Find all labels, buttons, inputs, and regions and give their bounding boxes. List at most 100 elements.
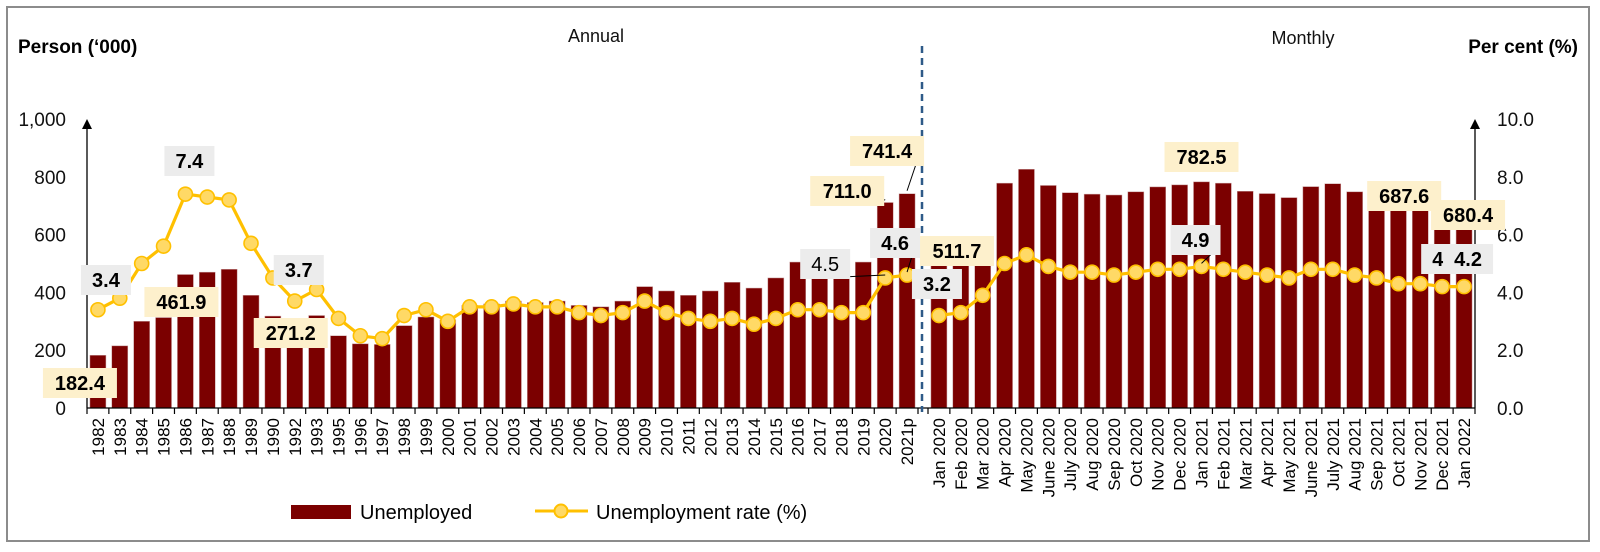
left-axis-tick-label: 600 (34, 226, 66, 247)
left-axis-arrow-icon (82, 119, 92, 129)
right-axis-arrow-icon (1470, 119, 1480, 129)
left-axis-title: Person (‘000) (18, 37, 137, 58)
x-tick-label: 1997 (373, 418, 392, 456)
bar-unemployed-dec-2020 (1171, 184, 1188, 409)
x-tick-label: Sep 2021 (1368, 418, 1387, 491)
x-tick-label: 1996 (351, 418, 370, 456)
callout-box (1164, 142, 1239, 172)
left-axis-tick-label: 200 (34, 341, 66, 362)
rate-point-feb-2021 (1215, 261, 1232, 278)
x-tick-label: 2014 (745, 418, 764, 456)
bar-unemployed-1999 (417, 316, 435, 409)
x-tick-label: Oct 2020 (1127, 418, 1146, 487)
x-tick-label: 1990 (264, 418, 283, 456)
x-tick-label: Aug 2020 (1083, 418, 1102, 491)
rate-point-jan-2020 (931, 307, 947, 324)
rate-point-1999 (418, 301, 434, 318)
callout-box (80, 265, 131, 295)
x-tick-label: 2010 (658, 418, 677, 456)
rate-point-2000 (440, 313, 456, 330)
callout-label: 7.4 (176, 151, 205, 173)
rate-point-2005 (549, 299, 565, 315)
callout-unemployed-1982: 182.4 (42, 368, 117, 398)
rate-point-2008 (614, 304, 631, 321)
rate-point-2013 (724, 310, 740, 327)
bar-unemployed-1984 (133, 321, 150, 409)
callout-unemployed-2021p: 741.4 (850, 136, 925, 191)
bar-unemployed-2014 (745, 287, 763, 409)
x-tick-label: May 2020 (1017, 418, 1036, 493)
callout-label: 711.0 (823, 181, 872, 203)
bar-unemployed-2005 (548, 300, 566, 409)
callout-box (144, 287, 219, 317)
rate-point-2015 (768, 310, 784, 327)
bar-unemployed-june-2021 (1302, 186, 1320, 409)
x-tick-label: May 2021 (1280, 418, 1299, 493)
x-tick-label: 2002 (483, 418, 502, 456)
left-axis-tick-label: 1,000 (18, 110, 66, 131)
callout-label: 461.9 (156, 292, 206, 314)
bar-unemployed-1995 (330, 335, 347, 409)
rate-point-oct-2021 (1390, 275, 1407, 292)
x-tick-label: 1992 (286, 418, 305, 456)
callout-rate-jan-2022: 4.2 (1443, 244, 1494, 274)
rate-line-annual (97, 192, 908, 341)
x-tick-label: 1986 (176, 418, 195, 456)
callout-unemployed-2020: 711.0 (810, 176, 886, 206)
bar-unemployed-sep-2020 (1105, 194, 1123, 409)
x-tick-label: 2003 (504, 418, 523, 456)
bar-unemployed-2015 (767, 277, 785, 409)
bar-unemployed-oct-2021 (1390, 204, 1407, 409)
x-tick-label: 2005 (548, 418, 567, 456)
rate-point-jan-2021 (1193, 258, 1210, 275)
rate-point-2006 (571, 304, 587, 321)
rate-point-2019 (855, 304, 872, 321)
callout-label: 741.4 (862, 141, 913, 163)
x-tick-label: 2018 (832, 418, 851, 456)
bar-unemployed-1988 (220, 269, 238, 409)
x-tick-label: 1998 (395, 418, 414, 456)
x-tick-label: 2004 (526, 418, 545, 456)
annual-section-title: Annual (568, 26, 624, 46)
bar-unemployed-1997 (373, 344, 391, 409)
x-tick-label: 2020 (876, 418, 895, 456)
bar-unemployed-jan-2021 (1193, 181, 1210, 409)
rate-point-2016 (789, 301, 806, 318)
callout-label: 182.4 (55, 373, 106, 395)
rate-point-2014 (746, 316, 762, 332)
legend-dot-swatch (553, 503, 569, 519)
bar-unemployed-dec-2021 (1433, 209, 1451, 409)
rate-point-may-2020 (1018, 247, 1035, 263)
bar-unemployed-july-2021 (1324, 183, 1342, 409)
x-tick-label: 2013 (723, 418, 742, 456)
x-tick-label: 1987 (198, 418, 217, 456)
rate-point-1982 (90, 301, 106, 318)
bar-unemployed-jan-2022 (1455, 211, 1473, 409)
callout-label: 4.5 (811, 254, 839, 276)
callout-rate-1982: 3.4 (80, 265, 131, 295)
x-tick-label: Oct 2021 (1389, 418, 1408, 487)
left-axis-tick-label: 800 (34, 168, 66, 189)
callout-box (1170, 225, 1221, 255)
bar-unemployed-apr-2020 (996, 182, 1013, 409)
x-tick-label: Mar 2020 (974, 418, 993, 490)
callout-box (810, 176, 885, 206)
x-tick-label: 2000 (439, 418, 458, 456)
x-tick-label: 1985 (155, 418, 174, 456)
bar-unemployed-1996 (352, 343, 369, 409)
rate-point-may-2021 (1281, 270, 1297, 286)
rate-point-2009 (636, 293, 653, 309)
rate-point-2004 (527, 299, 544, 315)
callout-label: 782.5 (1176, 147, 1226, 169)
x-tick-label: Jan 2022 (1455, 418, 1474, 488)
bar-unemployed-may-2020 (1018, 169, 1035, 409)
callout-box (919, 236, 994, 266)
x-tick-label: Aug 2021 (1346, 418, 1365, 491)
x-tick-label: 1995 (329, 418, 348, 456)
legend-label-rate: Unemployment rate (%) (596, 502, 807, 524)
legend-label-unemployed: Unemployed (360, 502, 472, 524)
x-tick-label: Apr 2020 (996, 418, 1015, 487)
rate-point-2010 (658, 304, 675, 321)
rate-point-sep-2021 (1368, 270, 1385, 286)
callout-label: 687.6 (1379, 186, 1429, 208)
